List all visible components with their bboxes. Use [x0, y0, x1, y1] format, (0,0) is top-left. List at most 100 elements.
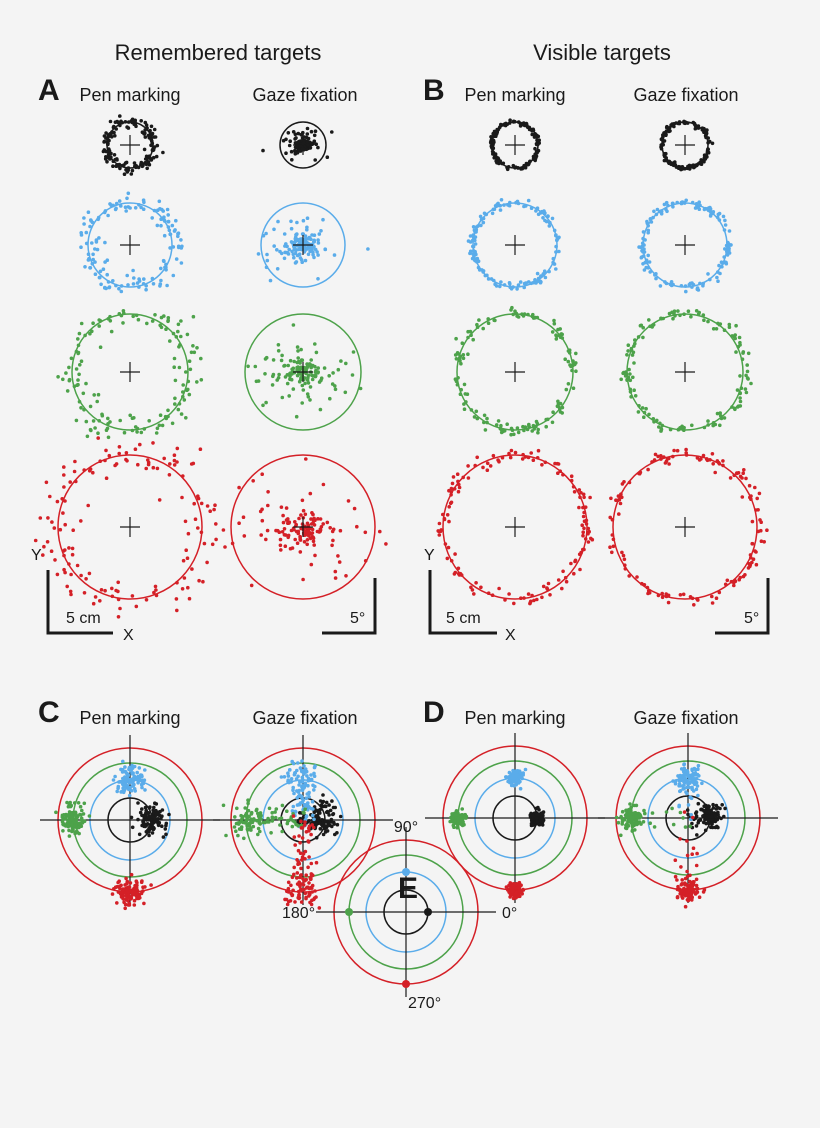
- data-point: [73, 459, 77, 464]
- data-point: [312, 543, 317, 547]
- data-point: [155, 818, 159, 823]
- data-point: [285, 373, 290, 377]
- data-point: [303, 857, 307, 861]
- data-point: [167, 473, 172, 477]
- data-point: [623, 374, 628, 378]
- data-point: [164, 821, 169, 826]
- panel-b-col1: Pen marking: [464, 85, 565, 105]
- data-point: [330, 543, 334, 548]
- data-point: [586, 526, 591, 531]
- data-point: [579, 491, 583, 495]
- data-point: [173, 396, 177, 401]
- data-point: [299, 247, 304, 252]
- data-point: [91, 470, 95, 475]
- data-point: [302, 376, 307, 380]
- data-point: [727, 322, 732, 327]
- data-point: [702, 153, 707, 157]
- data-point: [127, 901, 132, 906]
- data-point: [624, 823, 628, 828]
- data-point: [692, 777, 697, 781]
- data-point: [99, 282, 103, 287]
- data-point: [257, 819, 262, 824]
- data-point: [740, 357, 745, 362]
- data-point: [722, 416, 727, 420]
- data-point: [580, 523, 584, 527]
- data-point: [275, 267, 280, 271]
- data-point: [696, 763, 701, 768]
- data-point: [296, 848, 301, 853]
- data-point: [660, 423, 665, 428]
- data-point: [654, 272, 658, 276]
- data-point: [679, 284, 684, 288]
- data-point: [732, 583, 736, 588]
- data-point: [514, 311, 519, 316]
- data-point: [630, 824, 635, 829]
- data-point: [634, 821, 638, 826]
- data-point: [449, 500, 454, 505]
- data-point: [142, 277, 146, 281]
- data-point: [299, 347, 303, 352]
- data-point: [651, 215, 655, 220]
- data-point: [130, 594, 135, 598]
- data-point: [711, 423, 715, 428]
- data-point: [679, 200, 684, 205]
- data-point: [192, 501, 196, 506]
- data-point: [685, 893, 689, 897]
- data-point: [503, 598, 507, 602]
- data-point: [514, 886, 518, 890]
- data-point: [293, 900, 297, 904]
- data-point: [306, 783, 310, 788]
- data-point: [560, 405, 565, 410]
- data-point: [690, 596, 695, 601]
- data-point: [331, 812, 335, 817]
- data-point: [312, 788, 316, 792]
- data-point: [685, 839, 689, 843]
- data-point: [164, 268, 168, 272]
- data-point: [308, 892, 312, 897]
- data-point: [626, 377, 630, 381]
- data-point: [311, 813, 315, 818]
- data-point: [164, 262, 168, 267]
- data-point: [110, 594, 115, 599]
- data-point: [84, 230, 89, 235]
- data-point: [234, 829, 238, 833]
- data-point: [155, 466, 160, 471]
- data-point: [492, 318, 497, 323]
- data-point: [689, 314, 693, 319]
- data-point: [258, 829, 262, 834]
- data-point: [157, 199, 162, 204]
- data-point: [309, 773, 313, 777]
- data-point: [466, 335, 470, 340]
- data-point: [245, 814, 250, 819]
- data-point: [683, 825, 688, 829]
- data-point: [307, 235, 312, 240]
- data-point: [522, 428, 526, 433]
- data-point: [694, 202, 699, 206]
- data-point: [516, 780, 521, 785]
- data-point: [140, 778, 145, 783]
- data-point: [436, 529, 441, 533]
- data-point: [134, 888, 139, 892]
- data-point: [88, 467, 93, 471]
- data-point: [95, 399, 99, 404]
- data-point: [148, 128, 152, 133]
- data-point: [707, 139, 712, 144]
- data-point: [706, 319, 710, 324]
- data-point: [445, 513, 450, 517]
- data-point: [620, 550, 624, 555]
- data-point: [143, 157, 148, 161]
- data-point: [306, 801, 310, 805]
- data-point: [111, 279, 115, 283]
- data-point: [290, 158, 294, 162]
- data-point: [694, 810, 699, 814]
- data-point: [65, 800, 69, 805]
- data-point: [205, 560, 209, 565]
- data-point: [82, 468, 86, 472]
- data-point: [129, 872, 134, 877]
- data-point: [69, 812, 73, 816]
- data-point: [288, 139, 293, 143]
- data-point: [686, 309, 691, 314]
- data-point: [682, 201, 687, 205]
- data-point: [608, 545, 612, 549]
- data-point: [673, 781, 678, 786]
